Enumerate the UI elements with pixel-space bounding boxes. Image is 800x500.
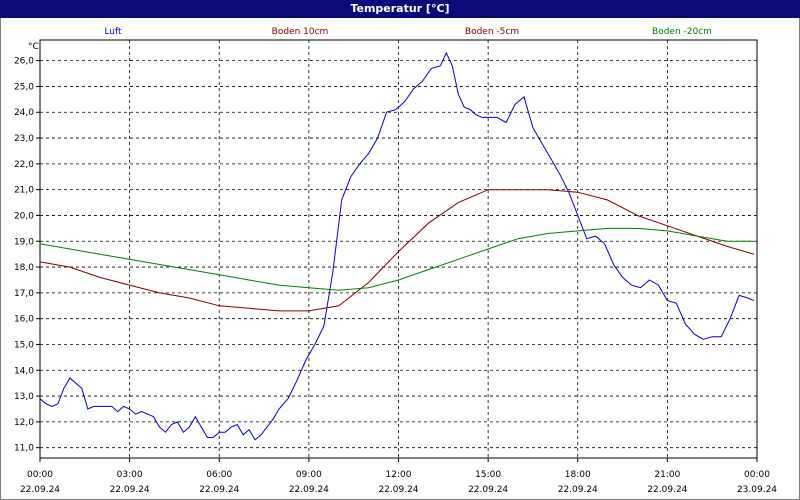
x-tick-time: 03:00 bbox=[117, 470, 143, 480]
y-tick-label: 20,0 bbox=[14, 211, 34, 221]
chart-title: Temperatur [°C] bbox=[0, 0, 800, 18]
y-tick-label: 26,0 bbox=[14, 57, 34, 67]
x-tick-date: 23.09.24 bbox=[737, 485, 777, 495]
x-tick-date: 22.09.24 bbox=[199, 485, 239, 495]
y-tick-label: 12,0 bbox=[14, 418, 34, 428]
series-line-0 bbox=[39, 51, 755, 441]
y-tick-label: 18,0 bbox=[14, 263, 34, 273]
x-tick-time: 06:00 bbox=[206, 470, 232, 480]
y-tick-label: 15,0 bbox=[14, 340, 34, 350]
tick-labels: 11,0 12,0 13,0 14,0 15,0 16,0 17,0 18,0 19,0 20,0… bbox=[14, 42, 777, 495]
y-axis-unit: °C bbox=[28, 42, 39, 52]
x-tick-date: 22.09.24 bbox=[20, 485, 60, 495]
y-tick-label: 24,0 bbox=[14, 108, 34, 118]
x-tick-date: 22.09.24 bbox=[468, 485, 508, 495]
y-tick-label: 21,0 bbox=[14, 186, 34, 196]
x-tick-time: 00:00 bbox=[744, 470, 770, 480]
y-tick-label: 22,0 bbox=[14, 160, 34, 170]
series-line-3 bbox=[39, 227, 754, 291]
y-tick-label: 11,0 bbox=[14, 444, 34, 454]
y-tick-label: 23,0 bbox=[14, 134, 34, 144]
x-tick-time: 09:00 bbox=[296, 470, 322, 480]
grid bbox=[40, 40, 757, 458]
legend-entry: Boden 10cm bbox=[272, 27, 329, 37]
x-tick-time: 12:00 bbox=[386, 470, 412, 480]
x-tick-time: 18:00 bbox=[565, 470, 591, 480]
series-lines bbox=[39, 51, 755, 441]
y-tick-label: 14,0 bbox=[14, 366, 34, 376]
legend: Luft Boden 10cm Boden -5cm Boden -20cm bbox=[104, 27, 712, 37]
legend-entry: Boden -20cm bbox=[652, 27, 712, 37]
series-line-1 bbox=[39, 189, 755, 312]
legend-entry: Boden -5cm bbox=[465, 27, 519, 37]
x-tick-date: 22.09.24 bbox=[110, 485, 150, 495]
legend-entry: Luft bbox=[104, 27, 122, 37]
x-tick-time: 00:00 bbox=[27, 470, 53, 480]
y-tick-label: 16,0 bbox=[14, 315, 34, 325]
x-tick-date: 22.09.24 bbox=[378, 485, 418, 495]
axes bbox=[36, 39, 758, 462]
x-tick-time: 15:00 bbox=[475, 470, 501, 480]
y-tick-label: 17,0 bbox=[14, 289, 34, 299]
y-tick-label: 13,0 bbox=[14, 392, 34, 402]
x-tick-date: 22.09.24 bbox=[647, 485, 687, 495]
y-tick-label: 25,0 bbox=[14, 82, 34, 92]
y-tick-label: 19,0 bbox=[14, 237, 34, 247]
x-tick-date: 22.09.24 bbox=[558, 485, 598, 495]
x-tick-time: 21:00 bbox=[654, 470, 680, 480]
x-tick-date: 22.09.24 bbox=[289, 485, 329, 495]
